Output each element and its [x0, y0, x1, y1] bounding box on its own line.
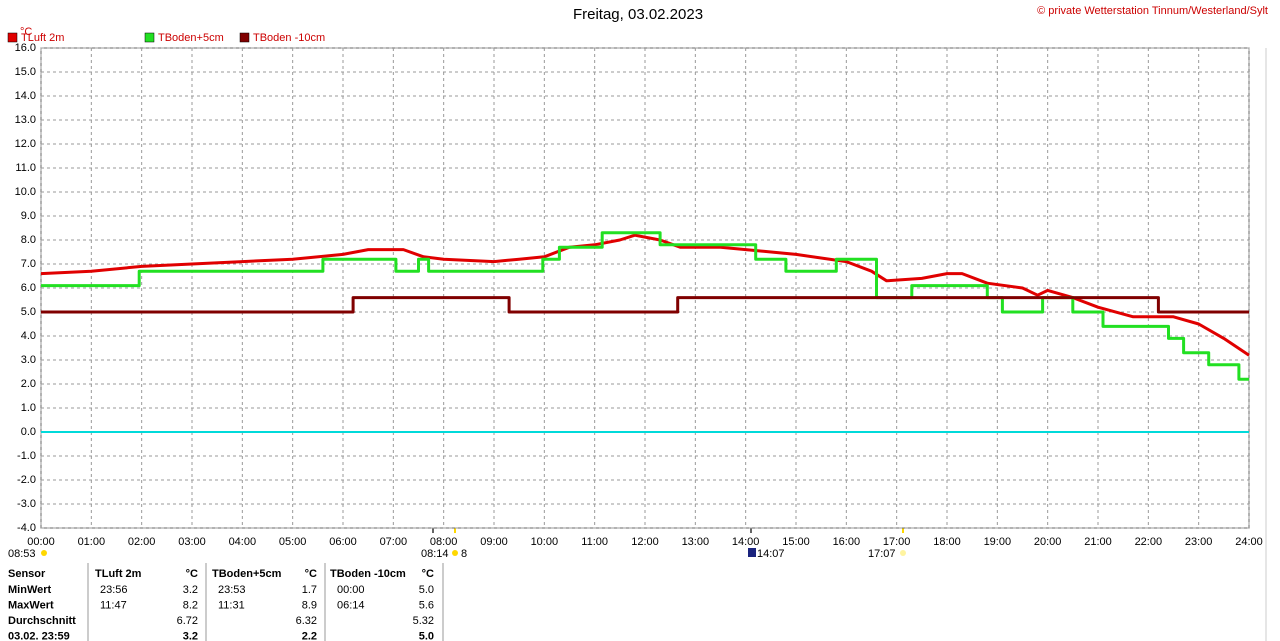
- y-tick-label: 14.0: [15, 90, 36, 102]
- x-tick-label: 01:00: [78, 536, 106, 548]
- cell-time: 23:53: [218, 584, 246, 596]
- x-tick-label: 03:00: [178, 536, 206, 548]
- y-tick-label: 7.0: [21, 258, 36, 270]
- x-tick-label: 14:00: [732, 536, 760, 548]
- legend-swatch: [7, 32, 18, 43]
- row-label: Durchschnitt: [8, 615, 76, 627]
- x-tick-label: 16:00: [833, 536, 861, 548]
- table-header: °C: [422, 568, 434, 580]
- legend-label: TBoden+5cm: [158, 32, 224, 44]
- x-tick-label: 06:00: [329, 536, 357, 548]
- moon-icon: [748, 548, 756, 557]
- cell-time: 00:00: [337, 584, 365, 596]
- x-tick-label: 22:00: [1135, 536, 1163, 548]
- x-tick-label: 18:00: [933, 536, 961, 548]
- y-tick-label: 5.0: [21, 306, 36, 318]
- sun-icon: [900, 550, 906, 556]
- cell-value: 5.0: [419, 584, 434, 596]
- row-label: MinWert: [8, 584, 52, 596]
- table-header: TLuft 2m: [95, 568, 142, 580]
- y-tick-label: 10.0: [15, 186, 36, 198]
- y-axis-label: °C: [20, 26, 32, 38]
- series-line: [40, 233, 1250, 357]
- table-header: TBoden -10cm: [330, 568, 406, 580]
- cell-value: 1.7: [302, 584, 317, 596]
- table-header: Sensor: [8, 568, 46, 580]
- series-line: [41, 231, 1249, 381]
- sun-time: 08:53: [8, 548, 36, 560]
- sun-time: 08:14: [421, 548, 449, 560]
- legend-label: TBoden -10cm: [253, 32, 325, 44]
- x-tick-label: 23:00: [1185, 536, 1213, 548]
- cell-time: 11:31: [218, 599, 245, 611]
- cell-value: 3.2: [183, 630, 198, 641]
- legend-swatch: [239, 32, 250, 43]
- sun-time: 14:07: [757, 548, 785, 560]
- table-header: °C: [305, 568, 317, 580]
- copyright: © private Wetterstation Tinnum/Westerlan…: [1037, 5, 1268, 17]
- cell-value: 6.32: [296, 615, 317, 627]
- x-tick-label: 10:00: [531, 536, 559, 548]
- legend-label: TLuft 2m: [21, 32, 64, 44]
- cell-value: 5.32: [413, 615, 434, 627]
- x-tick-label: 24:00: [1235, 536, 1263, 548]
- cell-value: 8.2: [183, 599, 198, 611]
- x-tick-label: 02:00: [128, 536, 156, 548]
- x-tick-label: 17:00: [883, 536, 911, 548]
- y-tick-label: 4.0: [21, 330, 36, 342]
- y-tick-label: -4.0: [17, 522, 36, 534]
- sun-time: 8: [461, 548, 467, 560]
- x-tick-label: 13:00: [682, 536, 710, 548]
- y-tick-label: 3.0: [21, 354, 36, 366]
- cell-time: 06:14: [337, 599, 365, 611]
- cell-value: 3.2: [183, 584, 198, 596]
- x-tick-label: 09:00: [480, 536, 508, 548]
- series-line: [41, 296, 1249, 314]
- row-label: MaxWert: [8, 599, 54, 611]
- cell-value: 5.0: [419, 630, 434, 641]
- y-tick-label: -2.0: [17, 474, 36, 486]
- y-tick-label: 8.0: [21, 234, 36, 246]
- y-tick-label: 15.0: [15, 66, 36, 78]
- table-header: TBoden+5cm: [212, 568, 282, 580]
- y-tick-label: 2.0: [21, 378, 36, 390]
- row-label: 03.02. 23:59: [8, 630, 70, 641]
- chart-title: Freitag, 03.02.2023: [573, 6, 703, 23]
- y-tick-label: 16.0: [15, 42, 36, 54]
- y-tick-label: 12.0: [15, 138, 36, 150]
- cell-value: 8.9: [302, 599, 317, 611]
- cell-value: 6.72: [177, 615, 198, 627]
- sun-icon: [41, 550, 47, 556]
- x-tick-label: 04:00: [229, 536, 257, 548]
- cell-time: 23:56: [100, 584, 128, 596]
- y-tick-label: 0.0: [21, 426, 36, 438]
- y-tick-label: -3.0: [17, 498, 36, 510]
- x-tick-label: 00:00: [27, 536, 55, 548]
- table-header: °C: [186, 568, 198, 580]
- y-tick-label: 6.0: [21, 282, 36, 294]
- x-tick-label: 15:00: [782, 536, 810, 548]
- y-tick-label: 1.0: [21, 402, 36, 414]
- cell-value: 2.2: [302, 630, 317, 641]
- y-tick-label: 9.0: [21, 210, 36, 222]
- y-tick-label: 11.0: [15, 162, 36, 174]
- sun-icon: [452, 550, 458, 556]
- x-tick-label: 08:00: [430, 536, 458, 548]
- x-tick-label: 21:00: [1084, 536, 1112, 548]
- legend-swatch: [144, 32, 155, 43]
- x-tick-label: 12:00: [631, 536, 659, 548]
- cell-time: 11:47: [100, 599, 127, 611]
- x-tick-label: 19:00: [984, 536, 1012, 548]
- x-tick-label: 11:00: [581, 536, 608, 548]
- y-tick-label: -1.0: [17, 450, 36, 462]
- y-tick-label: 13.0: [15, 114, 36, 126]
- cell-value: 5.6: [419, 599, 434, 611]
- x-tick-label: 07:00: [380, 536, 408, 548]
- sun-time: 17:07: [868, 548, 896, 560]
- x-tick-label: 20:00: [1034, 536, 1062, 548]
- x-tick-label: 05:00: [279, 536, 307, 548]
